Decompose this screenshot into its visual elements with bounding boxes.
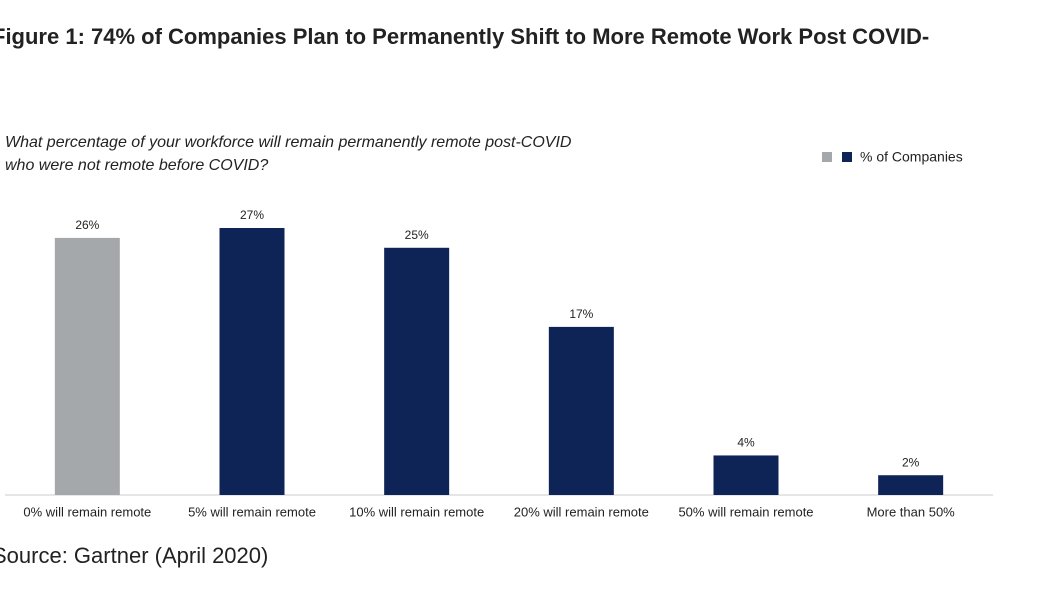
bar (713, 455, 779, 495)
bar (384, 247, 450, 495)
bar (219, 228, 285, 495)
bar (548, 326, 614, 495)
value-label: 26% (75, 218, 99, 232)
chart-subtitle: What percentage of your workforce will r… (5, 134, 572, 151)
legend-swatch (822, 152, 832, 162)
value-label: 17% (569, 307, 593, 321)
legend-swatch (842, 152, 852, 162)
value-label: 25% (405, 228, 429, 242)
chart-subtitle: who were not remote before COVID? (5, 157, 268, 174)
bar (54, 237, 120, 495)
x-tick-label: 0% will remain remote (23, 504, 151, 519)
x-tick-label: 5% will remain remote (188, 504, 316, 519)
x-tick-label: 20% will remain remote (514, 504, 649, 519)
x-tick-label: 10% will remain remote (349, 504, 484, 519)
x-tick-label: More than 50% (867, 504, 956, 519)
legend-label: % of Companies (860, 149, 963, 165)
value-label: 2% (902, 455, 920, 469)
chart-title: Figure 1: 74% of Companies Plan to Perma… (0, 24, 929, 49)
bar (878, 475, 944, 495)
value-label: 27% (240, 208, 264, 222)
value-label: 4% (737, 436, 755, 450)
x-tick-label: 50% will remain remote (678, 504, 813, 519)
source: Source: Gartner (April 2020) (0, 543, 268, 568)
